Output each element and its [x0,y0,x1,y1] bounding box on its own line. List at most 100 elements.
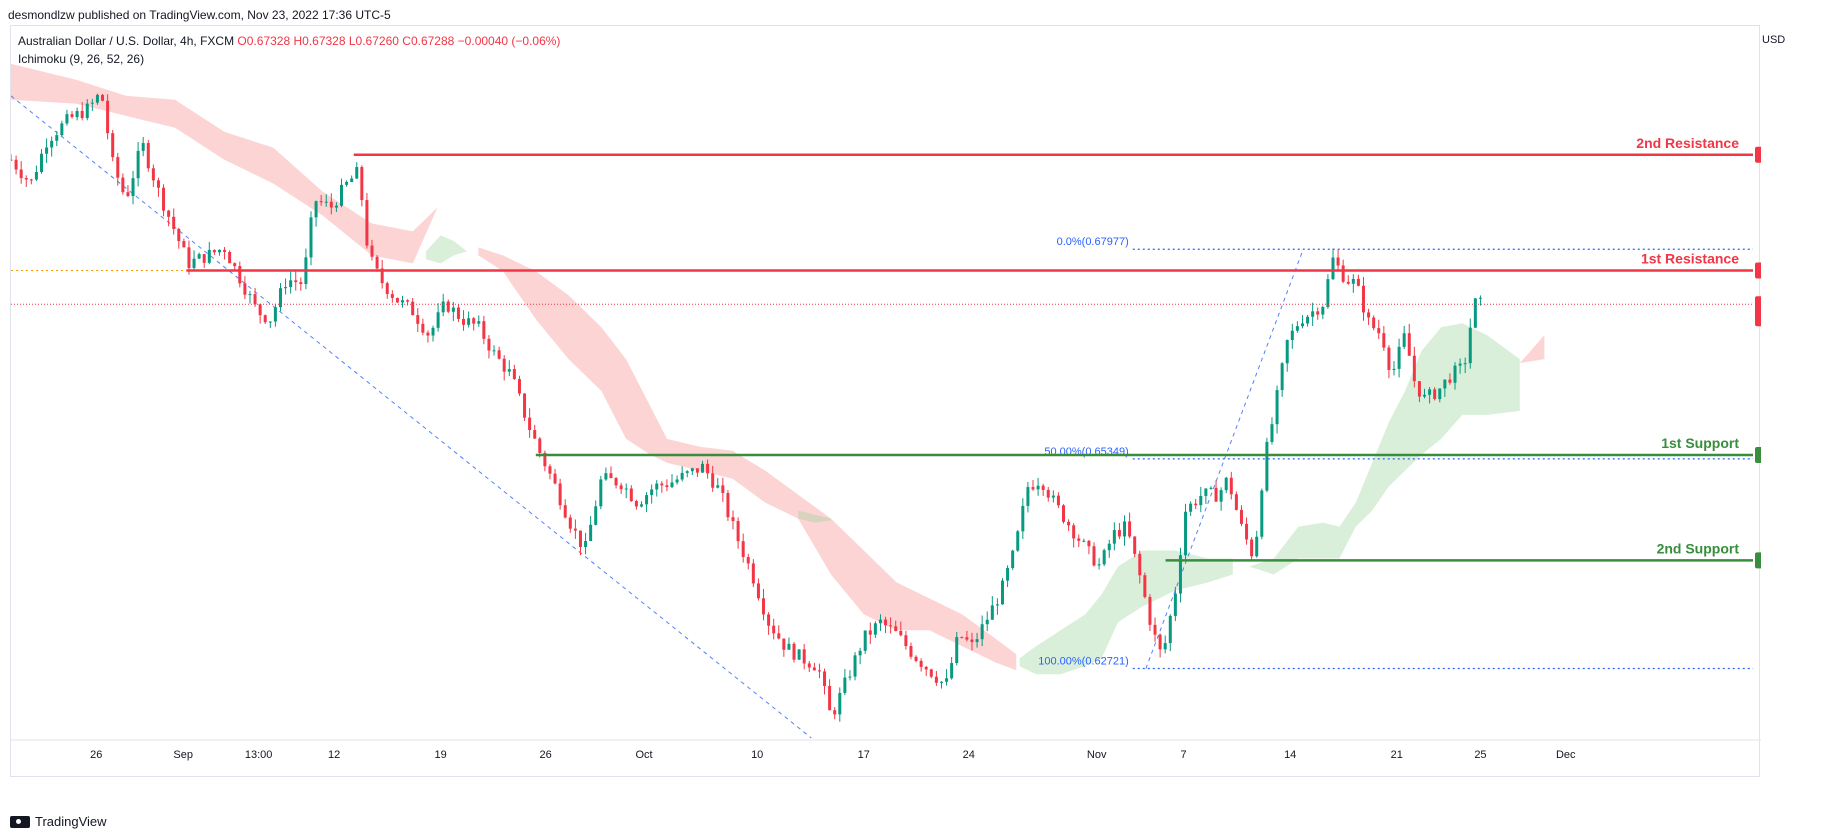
candle-body [934,676,938,683]
candle-body [736,521,740,542]
time-axis-tick: 21 [1391,749,1403,761]
candle-body [970,639,974,643]
candle-body [1290,330,1294,341]
candle-body [365,200,369,246]
candle-body [1062,505,1066,522]
candle-body [370,245,374,257]
indicator-legend[interactable]: Ichimoku (9, 26, 52, 26) [18,52,145,66]
candle-body [385,283,389,295]
candle-body [924,666,928,670]
candle-body [1423,394,1427,397]
candle-body [528,417,532,431]
candle-body [1326,279,1330,307]
candle-body [772,625,776,634]
candle-body [1356,278,1360,286]
time-axis-tick: 14 [1284,749,1296,761]
time-axis-tick: Sep [173,749,193,761]
candle-body [573,528,577,531]
tradingview-logo-icon [10,815,30,828]
candle-body [568,517,572,529]
time-axis-tick: 26 [90,749,102,761]
candle-body [426,332,430,336]
ichimoku-cloud-bearish [478,247,1017,671]
candle-body [797,649,801,660]
candle-body [467,318,471,325]
chart-area[interactable]: 0.0%(0.67977) 50.00%(0.65349) 100.00%(0.62… [10,25,1761,778]
candle-body [1275,390,1279,425]
candle-body [197,254,201,259]
candle-body [1341,265,1345,282]
candle-body [985,619,989,625]
candle-body [1097,564,1101,566]
candle-body [477,321,481,324]
time-axis-tick: Dec [1556,749,1576,761]
candle-body [278,288,282,308]
candle-body [1021,505,1025,532]
candle-body [762,598,766,615]
candle-body [273,307,277,322]
candle-body [675,479,679,483]
candle-body [253,294,257,305]
candle-body [482,321,486,339]
candle-body [843,677,847,693]
candle-body [685,471,689,473]
candle-body [1194,503,1198,506]
candle-body [1407,333,1411,356]
candle-body [1321,306,1325,315]
candle-body [1117,530,1121,537]
candle-body [1204,488,1208,496]
candle-body [1285,340,1289,364]
candle-body [1148,597,1152,625]
candle-body [1041,485,1045,490]
candle-body [1372,317,1376,329]
candle-body [355,167,359,179]
candle-body [1051,495,1055,498]
candle-body [665,485,669,488]
candle-body [258,304,262,316]
candle-body [1468,327,1472,364]
candle-body [350,178,354,182]
candle-body [1229,477,1233,495]
candle-body [299,282,303,284]
candle-body [1245,523,1249,540]
time-axis-tick: 19 [435,749,447,761]
candle-body [914,656,918,661]
candle-body [1036,485,1040,490]
candle-body [1463,363,1467,365]
candle-body [1072,525,1076,539]
candle-body [55,135,59,141]
candle-body [1265,441,1269,491]
candle-body [85,103,89,119]
candle-body [1412,355,1416,382]
candle-body [497,350,501,359]
tradingview-brand[interactable]: TradingView [10,814,107,829]
candle-body [360,167,364,201]
ichimoku-cloud-bullish [425,235,467,264]
candle-body [1458,363,1462,366]
candle-body [462,318,466,325]
candle-body [1453,365,1457,383]
candle-body [1102,550,1106,565]
last-price-tag [1755,296,1761,327]
candle-body [14,159,18,170]
candle-body [538,438,542,453]
candle-body [721,485,725,494]
candle-body [945,678,949,682]
candle-body [594,506,598,525]
candle-body [1239,509,1243,524]
time-axis-tick: 7 [1181,749,1187,761]
candle-body [507,369,511,372]
candle-body [416,315,420,324]
candle-body [894,626,898,631]
candle-body [711,473,715,488]
level-price-tag [1755,146,1761,163]
candle-body [329,201,333,208]
chart-svg[interactable]: 0.0%(0.67977)50.00%(0.65349)100.00%(0.62… [11,26,1761,778]
candle-body [939,681,943,683]
candle-body [695,468,699,473]
candle-body [660,483,664,486]
candle-body [314,201,318,218]
ichimoku-cloud-bullish [1249,323,1520,575]
candle-body [1428,389,1432,395]
candle-body [192,258,196,268]
